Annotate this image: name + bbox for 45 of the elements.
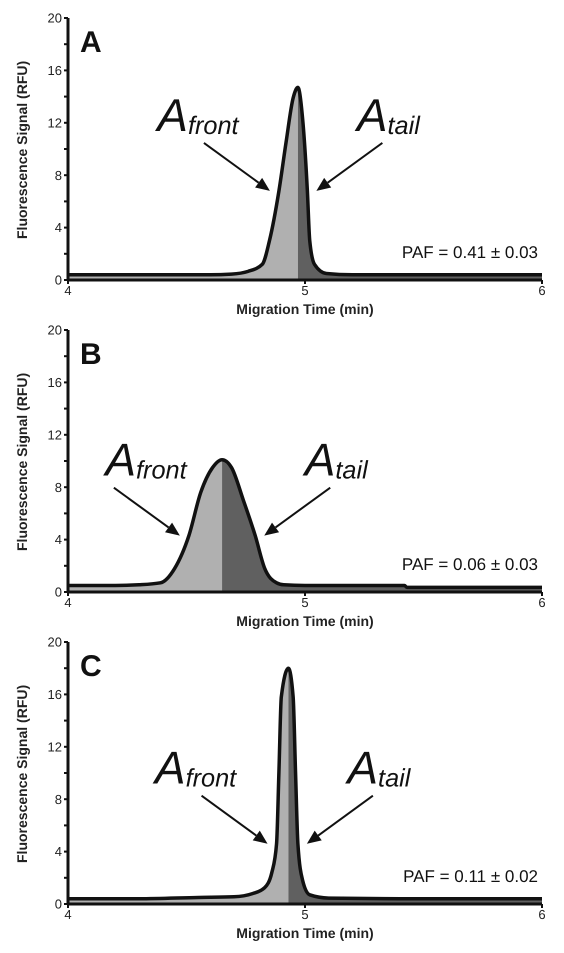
y-tick-label: 0	[54, 896, 62, 912]
x-axis-title: Migration Time (min)	[236, 301, 374, 317]
x-tick-label: 4	[64, 283, 72, 298]
x-tick-label: 5	[301, 595, 309, 610]
y-axis-title: Fluorescence Signal (RFU)	[14, 60, 30, 239]
annotation: A$_{front}$	[154, 88, 240, 141]
chart-title: B	[80, 338, 102, 371]
annotation: A$_{front}$	[102, 434, 188, 486]
x-tick-label: 6	[538, 283, 546, 298]
y-tick-label: 20	[48, 10, 62, 26]
y-tick-label: 0	[54, 272, 62, 288]
y-tick-label: 4	[54, 844, 62, 860]
y-tick-label: 8	[54, 168, 62, 183]
y-axis-title: Fluorescence Signal (RFU)	[14, 372, 30, 551]
chart-title: C	[80, 650, 102, 683]
x-tick-label: 5	[301, 283, 309, 298]
y-tick-label: 16	[48, 375, 62, 390]
annotation: A$_{front}$	[152, 742, 238, 794]
y-tick-label: 8	[54, 480, 62, 495]
y-tick-label: 0	[54, 584, 62, 600]
y-tick-label: 20	[48, 634, 62, 650]
x-axis-title: Migration Time (min)	[236, 613, 374, 629]
annotation: A$_{tail}$	[354, 88, 422, 141]
y-tick-label: 12	[48, 739, 62, 754]
y-tick-label: 8	[54, 792, 62, 807]
x-tick-label: 4	[64, 595, 72, 610]
y-tick-label: 12	[48, 115, 62, 130]
annotation: PAF = 0.06 ± 0.03	[402, 555, 538, 574]
x-tick-label: 5	[301, 907, 309, 922]
annotation: A$_{tail}$	[344, 742, 412, 794]
y-tick-label: 16	[48, 687, 62, 702]
y-tick-label: 4	[54, 532, 62, 548]
chart-title: A	[80, 26, 102, 59]
x-tick-label: 6	[538, 595, 546, 610]
annotation: PAF = 0.41 ± 0.03	[402, 243, 538, 262]
x-tick-label: 4	[64, 907, 72, 922]
annotation: PAF = 0.11 ± 0.02	[403, 867, 538, 886]
y-tick-label: 20	[48, 322, 62, 338]
y-axis-title: Fluorescence Signal (RFU)	[14, 684, 30, 863]
x-tick-label: 6	[538, 907, 546, 922]
y-tick-label: 16	[48, 63, 62, 78]
annotation: A$_{tail}$	[302, 434, 370, 486]
x-axis-title: Migration Time (min)	[236, 925, 374, 941]
y-tick-label: 12	[48, 427, 62, 442]
y-tick-label: 4	[54, 220, 62, 236]
